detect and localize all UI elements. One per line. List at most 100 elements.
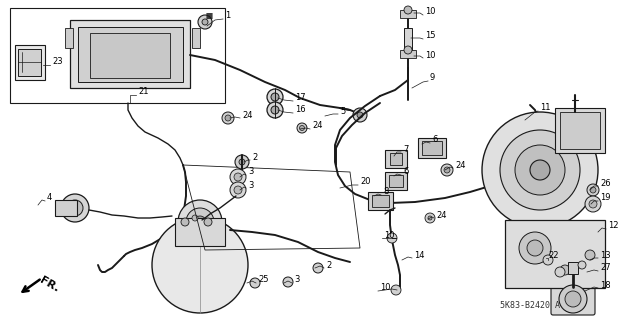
Circle shape (357, 112, 363, 118)
Text: 23: 23 (52, 57, 63, 66)
Text: 15: 15 (425, 32, 435, 41)
Circle shape (198, 15, 212, 29)
Text: 5K83-B2420 A: 5K83-B2420 A (500, 301, 560, 310)
Circle shape (61, 194, 89, 222)
Text: 24: 24 (436, 211, 447, 219)
Circle shape (267, 102, 283, 118)
Bar (400, 10, 416, 18)
Circle shape (578, 261, 586, 269)
Text: 9: 9 (430, 73, 435, 83)
Circle shape (202, 19, 208, 25)
Circle shape (559, 285, 587, 313)
Text: 18: 18 (600, 280, 611, 290)
Circle shape (234, 173, 242, 181)
Text: FR.: FR. (38, 276, 61, 294)
Circle shape (267, 89, 283, 105)
Text: 2: 2 (326, 261, 332, 270)
Bar (418, 138, 446, 158)
Text: 19: 19 (600, 194, 611, 203)
Circle shape (530, 160, 550, 180)
Bar (555, 108, 605, 153)
Circle shape (192, 215, 198, 221)
Circle shape (250, 278, 260, 288)
Text: 17: 17 (295, 93, 306, 102)
Text: 5: 5 (340, 107, 345, 115)
Circle shape (225, 115, 231, 121)
Bar (385, 150, 407, 168)
Text: 25: 25 (258, 276, 269, 285)
Circle shape (425, 213, 435, 223)
Bar (400, 50, 416, 58)
Bar (560, 112, 600, 149)
Circle shape (560, 265, 570, 275)
Circle shape (230, 182, 246, 198)
Circle shape (404, 6, 412, 14)
Circle shape (527, 240, 543, 256)
Bar (372, 195, 389, 207)
Circle shape (152, 217, 248, 313)
Bar (90, 33, 170, 78)
Text: 12: 12 (608, 221, 618, 231)
Text: 14: 14 (414, 250, 424, 259)
Circle shape (181, 218, 189, 226)
Text: 26: 26 (600, 179, 611, 188)
Text: 27: 27 (600, 263, 611, 272)
Bar (390, 153, 402, 165)
Circle shape (585, 250, 595, 260)
Circle shape (391, 285, 401, 295)
Circle shape (239, 159, 245, 165)
Text: 10: 10 (384, 231, 394, 240)
Circle shape (387, 233, 397, 243)
Text: 4: 4 (47, 194, 52, 203)
Bar (422, 141, 442, 155)
Bar (505, 220, 605, 288)
Text: 8: 8 (383, 188, 388, 197)
FancyBboxPatch shape (551, 283, 595, 315)
Bar (404, 28, 412, 50)
Bar (10, 8, 225, 103)
Text: 6: 6 (432, 136, 437, 145)
Circle shape (313, 263, 323, 273)
Circle shape (67, 200, 83, 216)
Bar (385, 172, 407, 190)
Text: 16: 16 (295, 106, 306, 115)
Circle shape (178, 200, 222, 244)
Circle shape (590, 187, 596, 193)
Text: 24: 24 (312, 122, 323, 130)
Circle shape (585, 196, 601, 212)
Circle shape (587, 184, 599, 196)
Bar (78, 27, 183, 82)
Circle shape (444, 167, 450, 173)
Circle shape (194, 216, 206, 228)
Circle shape (353, 108, 367, 122)
Text: 10: 10 (425, 8, 435, 17)
Circle shape (230, 169, 246, 185)
Bar (192, 28, 200, 48)
Circle shape (500, 130, 580, 210)
Circle shape (222, 112, 234, 124)
Circle shape (555, 267, 565, 277)
Circle shape (515, 145, 565, 195)
Bar (70, 20, 190, 88)
Circle shape (204, 218, 212, 226)
Circle shape (589, 200, 597, 208)
Circle shape (482, 112, 598, 228)
Circle shape (271, 106, 279, 114)
Circle shape (428, 216, 432, 220)
Text: 1: 1 (225, 11, 230, 20)
Bar (568, 262, 578, 274)
Text: 2: 2 (252, 152, 257, 161)
Bar (55, 200, 77, 216)
Text: 3: 3 (248, 167, 253, 176)
Bar (18, 49, 41, 76)
Circle shape (271, 93, 279, 101)
Circle shape (297, 123, 307, 133)
Bar (175, 218, 225, 246)
Text: 11: 11 (540, 103, 550, 113)
Text: 24: 24 (242, 110, 253, 120)
Text: 24: 24 (455, 160, 465, 169)
Text: 3: 3 (248, 181, 253, 189)
Text: 10: 10 (425, 50, 435, 60)
Bar (389, 175, 403, 187)
Text: 13: 13 (600, 250, 611, 259)
